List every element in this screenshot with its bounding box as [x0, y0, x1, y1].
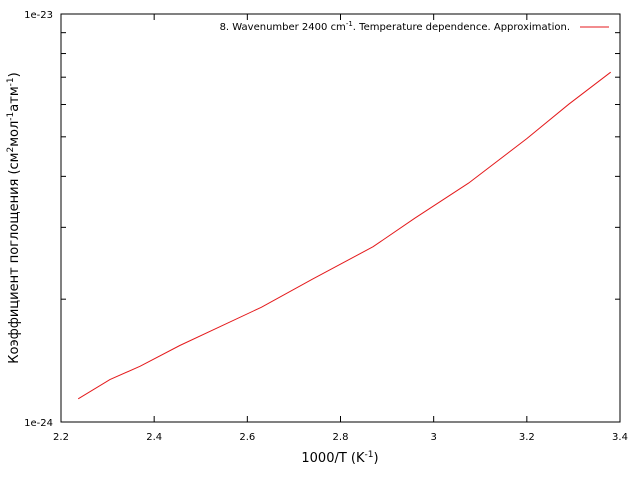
legend: 8. Wavenumber 2400 cm-1. Temperature dep…: [220, 20, 609, 33]
plot-frame: [60, 13, 621, 423]
x-tick-label: 2.8: [333, 432, 349, 443]
y-tick-label: 1e-24: [24, 418, 53, 429]
x-tick-label: 2.2: [53, 432, 69, 443]
x-tick-label: 3.2: [519, 432, 535, 443]
series-line-1: [77, 71, 612, 400]
x-tick-label: 2.4: [146, 432, 162, 443]
axis-ticks: 2.2 2.4 2.6 2.8 3 3.2 3.4 1e-24 1e-23: [24, 10, 628, 443]
x-axis-label: 1000/T (K-1): [301, 450, 378, 466]
y-axis-label: Коэффициент поглощения (см2мол-1атм-1): [6, 72, 22, 363]
series-group: [77, 71, 612, 400]
legend-label: 8. Wavenumber 2400 cm-1. Temperature dep…: [220, 20, 570, 33]
x-tick-label: 3.4: [612, 432, 628, 443]
x-tick-label: 2.6: [239, 432, 255, 443]
x-tick-label: 3: [430, 432, 436, 443]
y-tick-label: 1e-23: [24, 10, 53, 21]
